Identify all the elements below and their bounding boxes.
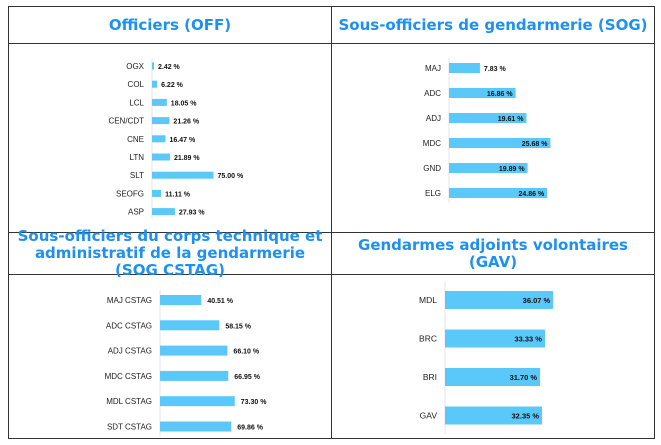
- category-label: ASP: [128, 208, 144, 217]
- value-label: 75.00 %: [218, 173, 244, 180]
- category-label: MDC CSTAG: [105, 372, 152, 381]
- category-label: BRI: [423, 372, 437, 382]
- value-label: 7.83 %: [484, 66, 507, 73]
- bar: [449, 163, 528, 173]
- bar: [152, 208, 175, 216]
- category-label: ELG: [425, 189, 441, 198]
- value-label: 19.89 %: [499, 166, 525, 173]
- bar: [449, 88, 516, 98]
- bar: [449, 63, 480, 73]
- bar: [449, 138, 551, 148]
- value-label: 66.95 %: [234, 374, 260, 381]
- panel-title: Officiers (OFF): [9, 7, 331, 44]
- category-label: ADJ: [426, 114, 441, 123]
- panel-sog-cstag: Sous-officiers du corps technique et adm…: [8, 228, 332, 439]
- bar: [152, 171, 214, 179]
- bar: [160, 396, 235, 407]
- panel-title: Gendarmes adjoints volontaires (GAV): [332, 233, 654, 275]
- category-label: BRC: [419, 334, 437, 344]
- bar: [152, 117, 170, 125]
- category-label: MDL: [419, 295, 437, 305]
- category-label: ADC: [424, 89, 441, 98]
- value-label: 58.15 %: [225, 323, 251, 330]
- value-label: 27.93 %: [179, 210, 205, 217]
- bar: [160, 370, 229, 381]
- category-label: MDC: [423, 139, 441, 148]
- bar: [445, 329, 545, 348]
- value-label: 69.86 %: [237, 425, 263, 432]
- category-label: MAJ: [425, 64, 441, 73]
- bar: [160, 345, 228, 356]
- category-label: ADJ CSTAG: [108, 347, 152, 356]
- category-label: OGX: [126, 62, 144, 71]
- bar: [152, 62, 154, 70]
- value-label: 33.33 %: [514, 335, 542, 344]
- bar: [160, 320, 220, 331]
- bar-chart-sog: MAJ 7.83 % ADC 16.86 % ADJ 19.61 % MDC 25.68 % G…: [423, 58, 551, 203]
- bar: [152, 153, 170, 161]
- category-label: MAJ CSTAG: [107, 296, 152, 305]
- panel-officiers: Officiers (OFF) OGX 2.42 % COL 6.22 % LCL 18.…: [8, 6, 332, 233]
- value-label: 32.35 %: [512, 412, 540, 421]
- value-label: 36.07 %: [523, 296, 551, 305]
- panel-title: Sous-officiers du corps technique et adm…: [9, 228, 331, 279]
- bar: [449, 188, 548, 198]
- panel-sous-officiers-gendarmerie: Sous-officiers de gendarmerie (SOG) MAJ 7…: [331, 6, 655, 233]
- bar-chart-sog-cstag: MAJ CSTAG 40.51 % ADC CSTAG 58.15 % ADJ CSTA…: [105, 290, 267, 437]
- category-label: CNE: [127, 135, 144, 144]
- bar: [160, 295, 202, 305]
- chart-grid: Officiers (OFF) OGX 2.42 % COL 6.22 % LCL 18.…: [8, 6, 655, 439]
- bar: [152, 80, 158, 88]
- value-label: 18.05 %: [171, 100, 197, 107]
- category-label: LCL: [129, 98, 144, 107]
- panel-title: Sous-officiers de gendarmerie (SOG): [332, 7, 654, 44]
- bar: [152, 135, 166, 143]
- value-label: 21.26 %: [173, 119, 199, 126]
- bar: [445, 291, 554, 309]
- bar-chart-officiers: OGX 2.42 % COL 6.22 % LCL 18.05 % CEN/CDT 21.26…: [108, 59, 244, 219]
- value-label: 31.70 %: [510, 373, 538, 382]
- value-label: 19.61 %: [498, 116, 524, 123]
- category-label: LTN: [129, 153, 144, 162]
- category-label: MDL CSTAG: [106, 397, 152, 406]
- category-label: GAV: [420, 411, 438, 421]
- bar: [445, 368, 541, 386]
- value-label: 66.10 %: [233, 349, 259, 356]
- category-label: SLT: [130, 171, 144, 180]
- category-label: GND: [423, 164, 441, 173]
- value-label: 25.68 %: [522, 141, 548, 148]
- panel-gav: Gendarmes adjoints volontaires (GAV) MDL…: [331, 232, 655, 439]
- category-label: ADC CSTAG: [106, 321, 152, 330]
- category-label: COL: [128, 80, 145, 89]
- value-label: 6.22 %: [161, 82, 184, 89]
- bar: [445, 406, 543, 425]
- bar: [152, 189, 162, 197]
- value-label: 24.86 %: [519, 191, 545, 198]
- bar: [449, 113, 527, 123]
- value-label: 2.42 %: [158, 64, 181, 71]
- category-label: CEN/CDT: [108, 117, 144, 126]
- category-label: SEOFG: [116, 189, 144, 198]
- bar-chart-gav: MDL 36.07 % BRC 33.33 % BRI 31.70 % GAV 32.35 %: [419, 282, 554, 434]
- bar: [152, 98, 167, 106]
- bar: [160, 421, 232, 432]
- value-label: 73.30 %: [241, 399, 267, 406]
- value-label: 11.11 %: [165, 191, 191, 198]
- value-label: 16.47 %: [170, 137, 196, 144]
- value-label: 21.89 %: [174, 155, 200, 162]
- category-label: SDT CSTAG: [107, 423, 152, 432]
- value-label: 40.51 %: [207, 298, 233, 305]
- value-label: 16.86 %: [487, 91, 513, 98]
